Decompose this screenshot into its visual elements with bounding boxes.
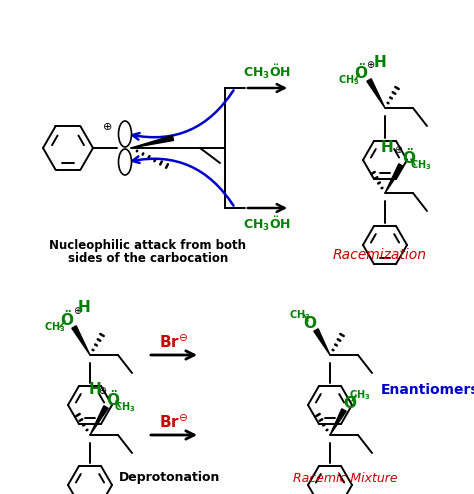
Text: $\mathbf{H}$: $\mathbf{H}$ xyxy=(374,54,387,70)
Text: $\mathbf{\ddot{O}}$: $\mathbf{\ddot{O}}$ xyxy=(60,309,74,329)
Text: $\oplus$: $\oplus$ xyxy=(73,305,82,317)
Ellipse shape xyxy=(118,149,131,175)
Text: $\mathbf{CH_3}$: $\mathbf{CH_3}$ xyxy=(410,158,432,172)
Text: $\mathbf{CH_3}$: $\mathbf{CH_3}$ xyxy=(349,388,371,402)
Text: $\bf{CH_3\ddot{O}H}$: $\bf{CH_3\ddot{O}H}$ xyxy=(243,63,291,81)
Text: Deprotonation: Deprotonation xyxy=(119,471,221,485)
Polygon shape xyxy=(131,135,173,148)
Text: $\bf{CH_3\ddot{O}H}$: $\bf{CH_3\ddot{O}H}$ xyxy=(243,215,291,233)
Text: $\mathbf{H}$: $\mathbf{H}$ xyxy=(380,139,394,155)
Text: $\mathbf{Br}^{\ominus}$: $\mathbf{Br}^{\ominus}$ xyxy=(159,333,189,351)
Text: $\mathbf{\ddot{O}}$: $\mathbf{\ddot{O}}$ xyxy=(106,389,120,409)
Text: sides of the carbocation: sides of the carbocation xyxy=(68,251,228,264)
Text: $\mathbf{\ddot{O}}$: $\mathbf{\ddot{O}}$ xyxy=(354,62,368,82)
Text: $\oplus$: $\oplus$ xyxy=(394,143,404,155)
Text: $\mathbf{CH_3}$: $\mathbf{CH_3}$ xyxy=(114,400,136,414)
Text: $\mathbf{\ddot{O}}$: $\mathbf{\ddot{O}}$ xyxy=(402,147,416,167)
Ellipse shape xyxy=(118,121,131,147)
Text: Enantiomers: Enantiomers xyxy=(381,383,474,397)
Polygon shape xyxy=(385,164,403,193)
Text: O: O xyxy=(344,396,356,411)
Text: Racemization: Racemization xyxy=(333,248,427,262)
Polygon shape xyxy=(367,79,385,108)
Text: $\mathbf{Br}^{\ominus}$: $\mathbf{Br}^{\ominus}$ xyxy=(159,413,189,431)
Text: $\mathbf{CH_3}$: $\mathbf{CH_3}$ xyxy=(338,73,360,87)
Polygon shape xyxy=(314,329,330,355)
Polygon shape xyxy=(330,409,346,435)
Text: $\oplus$: $\oplus$ xyxy=(366,58,375,70)
Text: $\mathbf{CH_3}$: $\mathbf{CH_3}$ xyxy=(289,308,311,322)
Text: $\mathbf{CH_3}$: $\mathbf{CH_3}$ xyxy=(44,320,66,334)
Text: Nucleophilic attack from both: Nucleophilic attack from both xyxy=(49,239,246,251)
Text: $\mathbf{H}$: $\mathbf{H}$ xyxy=(77,299,91,315)
Text: $\oplus$: $\oplus$ xyxy=(99,385,108,397)
Text: $\oplus$: $\oplus$ xyxy=(102,121,112,131)
Text: O: O xyxy=(303,316,317,330)
Polygon shape xyxy=(72,326,90,355)
Text: Racemic Mixture: Racemic Mixture xyxy=(292,471,397,485)
Polygon shape xyxy=(90,406,108,435)
Text: $\mathbf{H}$: $\mathbf{H}$ xyxy=(88,381,102,397)
